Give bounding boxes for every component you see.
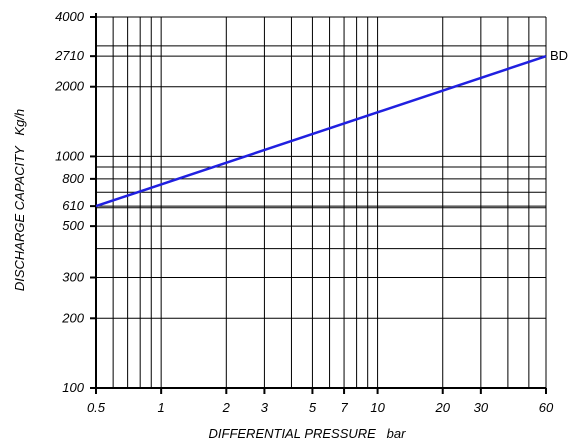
series-layer: BD [95,48,568,208]
y-tick-label: 2710 [54,48,85,63]
x-tick-label: 7 [340,400,348,415]
x-tick-label: 30 [474,400,489,415]
x-tick-label: 0.5 [87,400,106,415]
x-tick-label: 20 [435,400,451,415]
y-tick-label: 1000 [55,148,85,163]
y-tick-labels: 100 200 300 500 610 800 1000 2000 2710 4000 [54,9,96,395]
axes [90,13,546,394]
y-tick-label: 200 [61,310,84,325]
x-tick-label: 1 [158,400,165,415]
x-tick-label: 3 [261,400,269,415]
x-tick-labels: 0.5 1 2 3 5 7 10 20 30 60 [87,388,554,415]
grid [95,16,547,389]
y-tick-label: 4000 [55,9,85,24]
x-tick-label: 60 [539,400,554,415]
y-tick-label: 300 [62,270,84,285]
y-tick-label: 2000 [54,79,85,94]
series-line-bd [95,55,547,208]
y-tick-label: 610 [62,198,84,213]
x-tick-label: 5 [309,400,317,415]
y-tick-label: 800 [62,171,84,186]
x-tick-label: 10 [370,400,385,415]
series-label-bd: BD [550,48,568,63]
y-axis-label: DISCHARGE CAPACITY Kg/h [12,109,27,291]
y-tick-label: 500 [62,218,84,233]
x-tick-label: 2 [222,400,231,415]
x-axis-label: DIFFERENTIAL PRESSURE bar [209,426,407,441]
y-tick-label: 100 [62,380,84,395]
